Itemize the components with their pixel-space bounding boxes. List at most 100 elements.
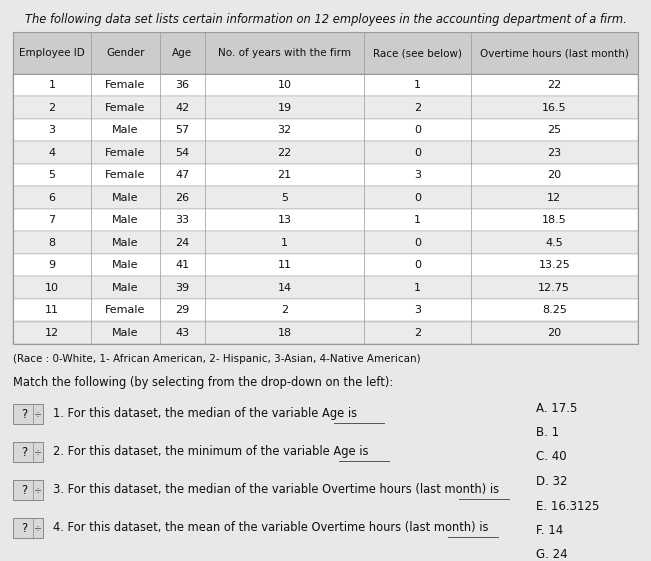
- Text: D. 32: D. 32: [536, 475, 568, 488]
- Text: Female: Female: [105, 305, 146, 315]
- Text: 39: 39: [175, 283, 189, 293]
- Text: 26: 26: [175, 193, 189, 203]
- Text: 3. For this dataset, the median of the variable Overtime hours (last month) is: 3. For this dataset, the median of the v…: [53, 484, 499, 496]
- Bar: [13, 404, 43, 424]
- Bar: [13, 518, 43, 538]
- Bar: [13, 254, 638, 277]
- Text: Male: Male: [112, 260, 139, 270]
- Text: A. 17.5: A. 17.5: [536, 402, 577, 415]
- Text: 2: 2: [49, 103, 55, 113]
- Text: 32: 32: [277, 125, 292, 135]
- Text: 3: 3: [49, 125, 55, 135]
- Text: Male: Male: [112, 215, 139, 226]
- Text: 0: 0: [414, 193, 421, 203]
- Text: 36: 36: [175, 80, 189, 90]
- Text: No. of years with the firm: No. of years with the firm: [218, 48, 351, 58]
- Text: 1: 1: [49, 80, 55, 90]
- Text: C. 40: C. 40: [536, 450, 566, 463]
- Bar: [13, 186, 638, 209]
- Text: F. 14: F. 14: [536, 524, 563, 537]
- Text: Gender: Gender: [106, 48, 145, 58]
- Text: 57: 57: [175, 125, 189, 135]
- Text: 2: 2: [281, 305, 288, 315]
- Text: ÷: ÷: [34, 447, 42, 457]
- Text: 43: 43: [175, 328, 189, 338]
- Text: 22: 22: [547, 80, 561, 90]
- Text: ÷: ÷: [34, 485, 42, 495]
- Text: Race (see below): Race (see below): [373, 48, 462, 58]
- Text: Female: Female: [105, 170, 146, 180]
- Text: Male: Male: [112, 328, 139, 338]
- Text: 19: 19: [277, 103, 292, 113]
- Text: 2: 2: [414, 103, 421, 113]
- Bar: [13, 32, 638, 74]
- Text: 8: 8: [49, 238, 55, 248]
- Text: ?: ?: [21, 522, 27, 535]
- Text: 13.25: 13.25: [538, 260, 570, 270]
- Text: 2: 2: [414, 328, 421, 338]
- Text: 21: 21: [277, 170, 292, 180]
- Text: 22: 22: [277, 148, 292, 158]
- Text: 3: 3: [414, 170, 421, 180]
- Text: 12: 12: [547, 193, 561, 203]
- Text: ?: ?: [21, 407, 27, 421]
- Bar: [13, 232, 638, 254]
- Text: Male: Male: [112, 125, 139, 135]
- Text: Age: Age: [173, 48, 193, 58]
- Text: Match the following (by selecting from the drop-down on the left):: Match the following (by selecting from t…: [13, 376, 393, 389]
- Text: 0: 0: [414, 125, 421, 135]
- Text: 4: 4: [49, 148, 55, 158]
- Text: 7: 7: [49, 215, 55, 226]
- Text: Male: Male: [112, 193, 139, 203]
- Text: 0: 0: [414, 238, 421, 248]
- Bar: [13, 119, 638, 141]
- Bar: [13, 164, 638, 186]
- Text: 1. For this dataset, the median of the variable Age is: 1. For this dataset, the median of the v…: [53, 407, 357, 421]
- Text: Employee ID: Employee ID: [19, 48, 85, 58]
- Text: Female: Female: [105, 148, 146, 158]
- Text: E. 16.3125: E. 16.3125: [536, 499, 600, 513]
- Text: Female: Female: [105, 103, 146, 113]
- Text: 24: 24: [175, 238, 189, 248]
- Text: 11: 11: [277, 260, 292, 270]
- Text: 1: 1: [281, 238, 288, 248]
- Bar: [13, 299, 638, 321]
- Bar: [13, 480, 43, 500]
- Text: 54: 54: [175, 148, 189, 158]
- Text: (Race : 0-White, 1- African American, 2- Hispanic, 3-Asian, 4-Native American): (Race : 0-White, 1- African American, 2-…: [13, 354, 421, 364]
- Text: 18: 18: [277, 328, 292, 338]
- Text: 18.5: 18.5: [542, 215, 566, 226]
- Text: Male: Male: [112, 238, 139, 248]
- Text: Male: Male: [112, 283, 139, 293]
- Text: G. 24: G. 24: [536, 549, 568, 561]
- Bar: [13, 277, 638, 299]
- Text: 4. For this dataset, the mean of the variable Overtime hours (last month) is: 4. For this dataset, the mean of the var…: [53, 522, 488, 535]
- Text: 3: 3: [414, 305, 421, 315]
- Text: 1: 1: [414, 80, 421, 90]
- Text: 6: 6: [49, 193, 55, 203]
- Text: 41: 41: [175, 260, 189, 270]
- Text: Overtime hours (last month): Overtime hours (last month): [480, 48, 629, 58]
- Text: 13: 13: [277, 215, 292, 226]
- Text: 11: 11: [45, 305, 59, 315]
- Text: B. 1: B. 1: [536, 426, 559, 439]
- Text: 33: 33: [175, 215, 189, 226]
- Bar: [13, 442, 43, 462]
- Text: 25: 25: [547, 125, 561, 135]
- Text: ?: ?: [21, 445, 27, 458]
- Text: 0: 0: [414, 148, 421, 158]
- Text: 16.5: 16.5: [542, 103, 566, 113]
- Bar: [13, 141, 638, 164]
- Bar: [13, 96, 638, 119]
- Text: 20: 20: [547, 328, 561, 338]
- Text: 42: 42: [175, 103, 189, 113]
- Bar: [13, 74, 638, 96]
- Text: 1: 1: [414, 215, 421, 226]
- Text: ?: ?: [21, 484, 27, 496]
- Text: Female: Female: [105, 80, 146, 90]
- Text: 12: 12: [45, 328, 59, 338]
- Text: ÷: ÷: [34, 409, 42, 419]
- Text: The following data set lists certain information on 12 employees in the accounti: The following data set lists certain inf…: [25, 13, 626, 26]
- Text: 10: 10: [45, 283, 59, 293]
- Bar: [13, 32, 638, 344]
